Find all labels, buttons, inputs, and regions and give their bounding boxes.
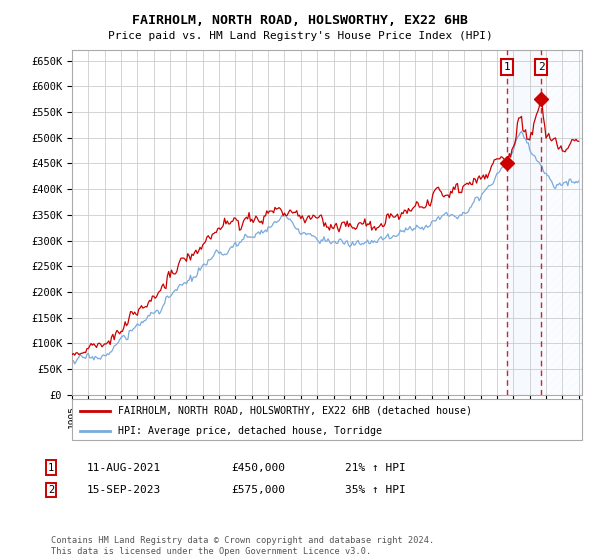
Text: 21% ↑ HPI: 21% ↑ HPI (345, 463, 406, 473)
Text: 1: 1 (503, 62, 511, 72)
Text: 2: 2 (48, 485, 54, 495)
Bar (507, 50, 541, 395)
Text: FAIRHOLM, NORTH ROAD, HOLSWORTHY, EX22 6HB (detached house): FAIRHOLM, NORTH ROAD, HOLSWORTHY, EX22 6… (118, 405, 472, 416)
Text: 11-AUG-2021: 11-AUG-2021 (87, 463, 161, 473)
Text: FAIRHOLM, NORTH ROAD, HOLSWORTHY, EX22 6HB: FAIRHOLM, NORTH ROAD, HOLSWORTHY, EX22 6… (132, 14, 468, 27)
Text: Contains HM Land Registry data © Crown copyright and database right 2024.
This d: Contains HM Land Registry data © Crown c… (51, 536, 434, 556)
Text: £450,000: £450,000 (231, 463, 285, 473)
Text: 2: 2 (538, 62, 545, 72)
Text: 35% ↑ HPI: 35% ↑ HPI (345, 485, 406, 495)
FancyBboxPatch shape (72, 399, 582, 440)
Text: HPI: Average price, detached house, Torridge: HPI: Average price, detached house, Torr… (118, 426, 382, 436)
Bar (541, 50, 582, 395)
Text: £575,000: £575,000 (231, 485, 285, 495)
Text: 1: 1 (48, 463, 54, 473)
Text: 15-SEP-2023: 15-SEP-2023 (87, 485, 161, 495)
Text: Price paid vs. HM Land Registry's House Price Index (HPI): Price paid vs. HM Land Registry's House … (107, 31, 493, 41)
Bar (541, 50, 582, 395)
